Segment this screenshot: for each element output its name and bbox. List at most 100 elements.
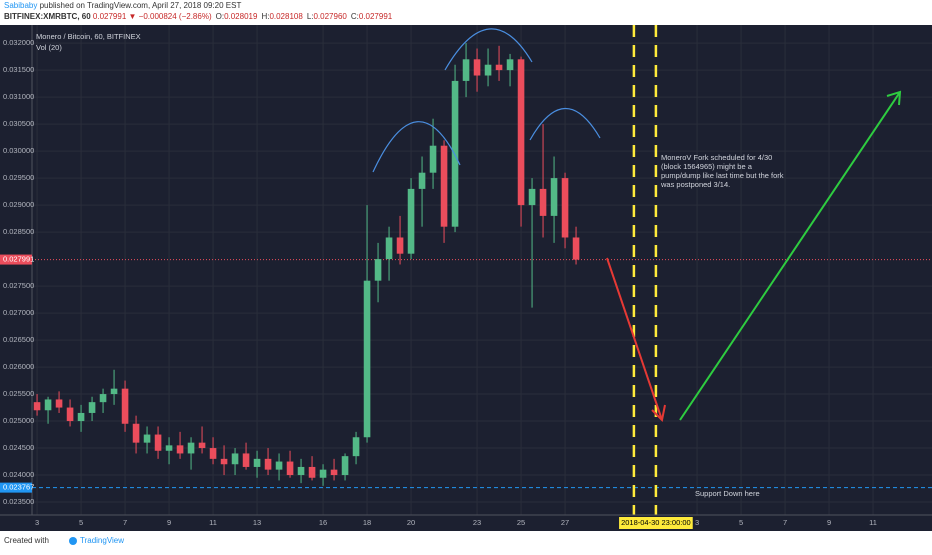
candle-body	[176, 445, 184, 454]
ohlc-key: L:	[307, 12, 314, 21]
fork-note: (block 1564965) might be a	[661, 162, 753, 171]
y-tick-label: 0.025500	[3, 389, 34, 398]
y-tick-label: 0.023500	[3, 497, 34, 506]
x-tick-label: 20	[407, 518, 415, 527]
left-shoulder-arc	[372, 121, 461, 173]
support-tag	[0, 482, 32, 493]
candle-body	[154, 434, 162, 451]
up-arrow	[679, 91, 901, 421]
x-tick-label: 5	[739, 518, 743, 527]
x-tick-label: 13	[253, 518, 261, 527]
last-price-tag	[0, 254, 32, 265]
y-tick-label: 0.031500	[3, 65, 34, 74]
legend-indicator: Vol (20)	[36, 43, 62, 52]
footer-created: Created with	[4, 536, 49, 545]
candle-body	[220, 458, 228, 465]
ohlc-value: 0.027991	[359, 12, 393, 21]
candle-body	[55, 399, 63, 408]
candle-body	[110, 388, 118, 395]
y-tick-label: 0.025000	[3, 416, 34, 425]
candle-body	[506, 59, 514, 71]
footer-brand: TradingView	[80, 536, 124, 545]
candle-body	[187, 442, 195, 454]
candle-body	[275, 461, 283, 470]
x-tick-label: 9	[167, 518, 171, 527]
symbol: BITFINEX:XMRBTC, 60	[4, 12, 91, 21]
candle-body	[539, 188, 547, 216]
legend-series: Monero / Bitcoin, 60, BITFINEX	[36, 32, 141, 41]
candle-body	[143, 434, 151, 443]
event-tag	[619, 517, 693, 529]
candle-body	[319, 469, 327, 478]
ohlc-key: C:	[351, 12, 359, 21]
y-tick-label: 0.024500	[3, 443, 34, 452]
down-arrow	[606, 257, 663, 421]
candle-body	[330, 469, 338, 476]
right-shoulder-arc	[529, 108, 601, 141]
candle-body	[341, 456, 349, 476]
y-tick-label: 0.031000	[3, 92, 34, 101]
x-tick-label: 27	[561, 518, 569, 527]
footer-bg	[4, 534, 104, 548]
candle-body	[44, 399, 52, 411]
candle-body	[198, 442, 206, 449]
y-tick-label: 0.029500	[3, 173, 34, 182]
y-tick-label: 0.027000	[3, 308, 34, 317]
axes: 0.023500 0.024000 0.024500 0.025000 0.025500…	[0, 25, 932, 531]
candle-body	[66, 407, 74, 422]
candle-body	[407, 188, 415, 254]
candle-body	[429, 145, 437, 173]
y-tick-label: 0.030000	[3, 146, 34, 155]
candle-body	[99, 394, 107, 403]
x-tick-label: 11	[869, 518, 877, 527]
candle-body	[495, 64, 503, 71]
ohlc-value: 0.027960	[313, 12, 347, 21]
candle-body	[132, 423, 140, 443]
candle-body	[165, 445, 173, 451]
x-tick-label: 11	[209, 518, 217, 527]
fork-note: was postponed 3/14.	[660, 180, 730, 189]
candle-body	[231, 453, 239, 465]
candle-body	[209, 448, 217, 459]
price: 0.027991	[93, 12, 127, 21]
fork-note: MoneroV Fork scheduled for 4/30	[661, 153, 772, 162]
event-label: 2018-04-30 23:00:00	[621, 518, 691, 527]
drawings	[372, 28, 902, 423]
price-axis-bg	[0, 25, 32, 515]
candle-body	[242, 453, 250, 467]
candle-body	[440, 145, 448, 227]
y-tick-label: 0.024000	[3, 470, 34, 479]
time-axis-bg	[0, 515, 932, 531]
x-tick-label: 5	[79, 518, 83, 527]
y-tick-label: 0.026500	[3, 335, 34, 344]
x-tick-label: 25	[517, 518, 525, 527]
x-tick-label: 16	[319, 518, 327, 527]
candle-body	[418, 172, 426, 189]
ohlc-key: O:	[216, 12, 224, 21]
candle-body	[561, 178, 569, 238]
candle-body	[363, 280, 371, 438]
y-tick-label: 0.029000	[3, 200, 34, 209]
last-price-label: 0.027991	[3, 255, 34, 264]
support-note: Support Down here	[695, 489, 760, 498]
x-tick-label: 23	[473, 518, 481, 527]
author: Sabibaby	[4, 1, 37, 10]
candle-body	[77, 412, 85, 422]
chart-background	[0, 25, 932, 531]
candle-body	[517, 59, 525, 206]
up-arrow-head	[886, 90, 902, 106]
candle-body	[572, 237, 580, 260]
x-tick-label: 18	[363, 518, 371, 527]
y-tick-label: 0.032000	[3, 38, 34, 47]
y-tick-label: 0.028500	[3, 227, 34, 236]
brand-logo	[69, 537, 77, 545]
symbol-line: BITFINEX:XMRBTC, 60 0.027991 ▼ −0.000824…	[4, 12, 393, 21]
x-tick-label: 9	[827, 518, 831, 527]
candle-body	[462, 59, 470, 81]
candle-body	[297, 466, 305, 476]
candle-body	[374, 259, 382, 281]
levels	[32, 25, 932, 515]
fork-note: pump/dump like last time but the fork	[661, 171, 784, 180]
author-line: Sabibaby published on TradingView.com, A…	[4, 1, 241, 10]
